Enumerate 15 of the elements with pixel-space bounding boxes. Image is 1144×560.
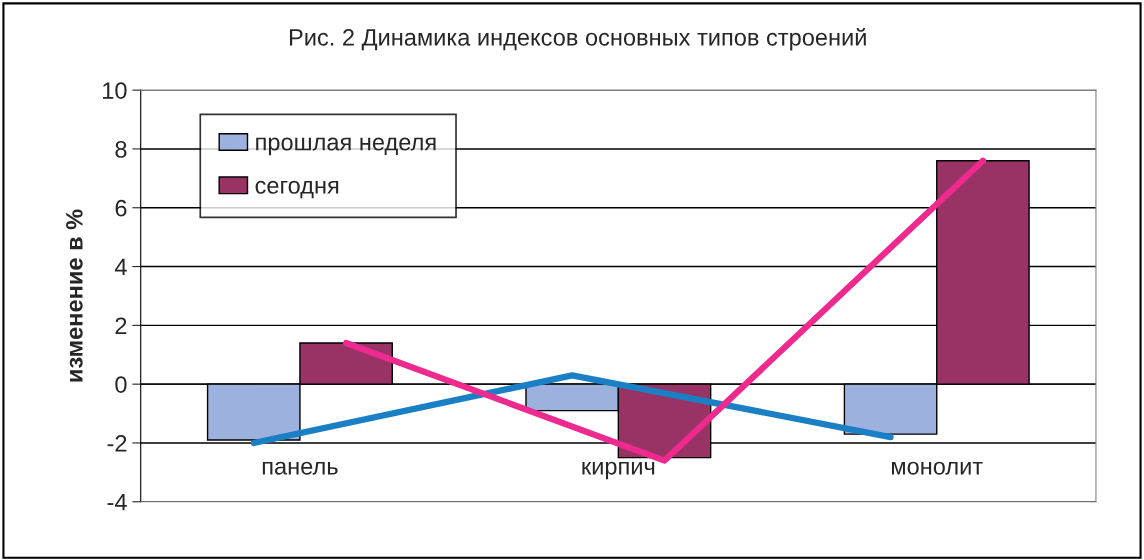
y-tick-label: -2: [107, 435, 127, 452]
x-tick-label: кирпич: [582, 461, 655, 480]
x-tick-label: панель: [262, 461, 338, 475]
y-axis-title: изменение в %: [66, 209, 83, 382]
chart-title: Рис. 2 Динамика индексов основных типов строений: [289, 27, 866, 51]
y-tick-label: 6: [115, 199, 127, 217]
y-tick-label: 0: [115, 376, 127, 393]
y-tick-label: -4: [107, 494, 127, 511]
legend-label: сегодня: [255, 180, 339, 199]
y-tick-label: 2: [115, 317, 127, 334]
y-tick-label: 8: [115, 141, 127, 158]
x-tick-label: монолит: [891, 461, 983, 475]
y-tick-label: 4: [114, 258, 127, 276]
y-tick-label: 10: [103, 82, 127, 99]
legend-label: прошлая неделя: [256, 137, 436, 156]
